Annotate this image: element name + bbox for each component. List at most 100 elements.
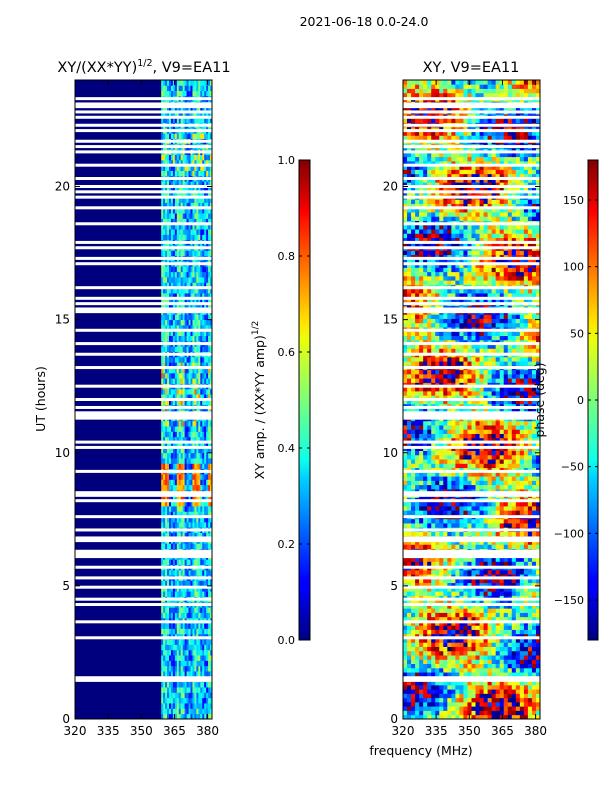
left-heatmap-cell — [174, 692, 178, 699]
right-heatmap-cell — [447, 612, 452, 618]
left-heatmap-cell — [188, 202, 191, 209]
left-heatmap-cell — [198, 394, 201, 400]
right-heatmap-cell — [459, 586, 464, 592]
right-heatmap-cell — [503, 684, 509, 690]
left-heatmap-cell — [208, 607, 211, 613]
left-heatmap-cell — [169, 314, 172, 321]
left-heatmap-cell — [169, 298, 172, 305]
left-heatmap-cell — [172, 117, 176, 123]
left-heatmap-cell — [206, 697, 209, 704]
left-heatmap-cell — [188, 500, 191, 507]
right-heatmap-cell — [447, 650, 452, 656]
left-heatmap-cell — [163, 335, 166, 342]
left-heatmap-cell — [196, 506, 199, 512]
left-heatmap-cell — [165, 207, 168, 214]
right-heatmap-cell — [411, 506, 416, 511]
left-heatmap-cell — [163, 159, 166, 166]
left-heatmap-cell — [178, 293, 182, 299]
left-heatmap-cell — [198, 628, 201, 635]
left-heatmap-cell — [174, 687, 178, 693]
left-heatmap-cell — [206, 591, 209, 597]
left-heatmap-cell — [204, 420, 207, 427]
right-heatmap-cell — [459, 650, 464, 656]
left-heatmap-cell — [198, 117, 201, 123]
right-heatmap-cell — [403, 510, 408, 515]
right-heatmap-cell — [455, 710, 460, 716]
left-heatmap-cell — [165, 697, 168, 704]
right-heatmap-cell — [527, 646, 533, 652]
left-heatmap-cell — [176, 229, 180, 235]
left-heatmap-cell — [208, 388, 211, 395]
right-heatmap-cell — [515, 689, 521, 694]
left-heatmap-cell — [176, 607, 180, 613]
right-heatmap-cell — [443, 561, 448, 567]
left-missing-row — [75, 185, 212, 188]
right-heatmap-cell — [519, 672, 525, 677]
left-missing-row — [75, 445, 212, 449]
right-heatmap-cell — [431, 518, 436, 524]
left-heatmap-cell — [204, 655, 207, 661]
left-heatmap-cell — [202, 186, 205, 193]
right-heatmap-cell — [451, 710, 456, 716]
left-heatmap-cell — [188, 447, 191, 454]
left-heatmap-cell — [174, 250, 178, 257]
right-heatmap-cell — [451, 523, 456, 528]
left-heatmap-cell — [163, 516, 166, 523]
right-heatmap-cell — [427, 638, 432, 643]
right-heatmap-cell — [407, 693, 412, 699]
left-heatmap-cell — [184, 585, 187, 592]
right-heatmap-cell — [463, 655, 468, 660]
right-heatmap-cell — [427, 684, 432, 690]
right-heatmap-cell — [415, 667, 420, 673]
left-heatmap-cell — [180, 591, 184, 597]
left-heatmap-cell — [186, 687, 189, 693]
right-heatmap-cell — [507, 646, 513, 652]
left-heatmap-cell — [172, 543, 176, 549]
left-heatmap-cell — [210, 207, 213, 214]
right-heatmap-cell — [431, 557, 436, 562]
left-heatmap-cell — [165, 117, 168, 123]
right-heatmap-cell — [411, 638, 416, 643]
left-heatmap-cell — [186, 394, 189, 400]
left-heatmap-cell — [210, 250, 213, 257]
right-heatmap-cell — [535, 561, 541, 567]
left-heatmap-cell — [174, 298, 178, 305]
right-heatmap-cell — [407, 684, 412, 690]
left-heatmap-cell — [170, 532, 174, 539]
left-heatmap-cell — [161, 133, 164, 139]
left-heatmap-cell — [208, 223, 211, 230]
left-heatmap-cell — [210, 213, 213, 219]
left-heatmap-cell — [180, 106, 184, 113]
right-heatmap-cell — [515, 523, 521, 528]
right-heatmap-cell — [519, 693, 525, 699]
right-heatmap-cell — [411, 672, 416, 677]
left-heatmap-cell — [161, 159, 164, 166]
right-heatmap-cell — [527, 569, 533, 575]
right-heatmap-cell — [475, 680, 480, 686]
left-heatmap-cell — [186, 708, 189, 715]
right-heatmap-cell — [535, 655, 541, 660]
left-heatmap-cell — [188, 133, 191, 139]
left-heatmap-cell — [206, 367, 209, 374]
left-heatmap-cell — [186, 516, 189, 523]
right-heatmap-cell — [431, 689, 436, 694]
right-heatmap-cell — [507, 510, 513, 515]
left-heatmap-cell — [200, 516, 203, 523]
right-heatmap-cell — [435, 608, 440, 613]
right-heatmap-cell — [423, 625, 428, 630]
right-heatmap-cell — [467, 689, 472, 694]
right-heatmap-cell — [455, 501, 460, 507]
left-heatmap-cell — [178, 458, 182, 464]
left-heatmap-cell — [200, 687, 203, 693]
left-heatmap-cell — [200, 277, 203, 283]
left-heatmap-cell — [178, 324, 182, 331]
left-heatmap-cell — [163, 367, 166, 374]
left-heatmap-cell — [208, 687, 211, 693]
left-heatmap-cell — [206, 516, 209, 523]
left-heatmap-cell — [204, 111, 207, 118]
right-heatmap-cell — [435, 506, 440, 511]
left-y-tick-label: 0 — [62, 712, 70, 726]
right-heatmap-cell — [475, 544, 480, 549]
right-heatmap-cell — [515, 544, 521, 549]
left-heatmap-cell — [202, 367, 205, 374]
